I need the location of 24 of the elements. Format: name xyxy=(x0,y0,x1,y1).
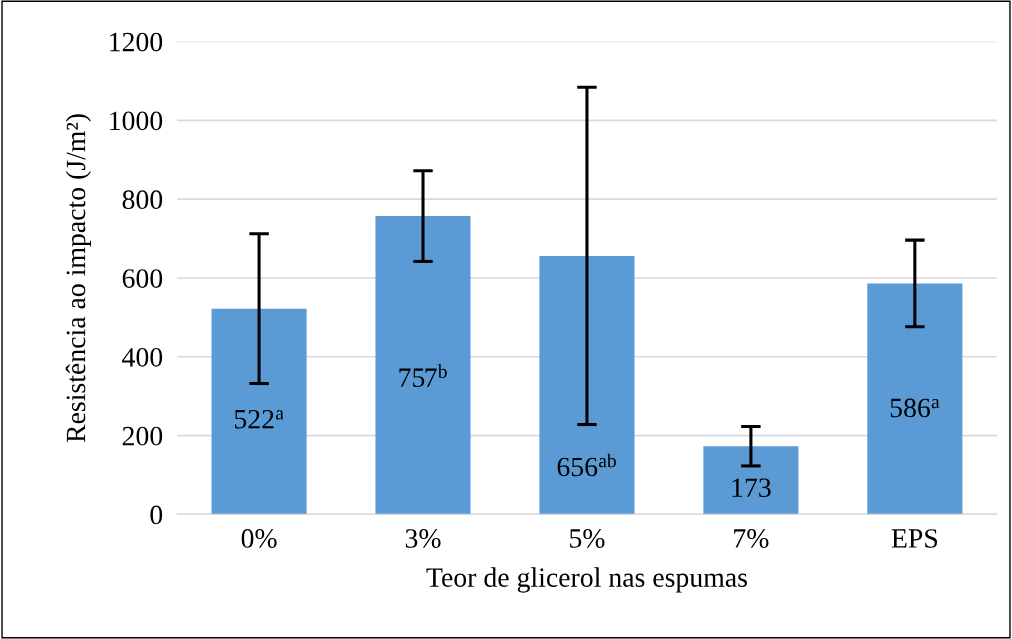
x-tick-label: EPS xyxy=(891,529,938,548)
y-tick-label: 600 xyxy=(122,269,163,288)
y-tick-label: 400 xyxy=(122,347,163,367)
y-tick-label: 1000 xyxy=(110,111,163,131)
bar xyxy=(375,216,471,515)
x-tick-label: 7% xyxy=(734,529,769,548)
data-label: 173 xyxy=(732,478,771,498)
x-tick-label: 5% xyxy=(570,529,605,548)
y-axis-title: Resistência ao impacto (J/m²) xyxy=(65,114,91,443)
y-tick-label: 200 xyxy=(122,426,163,446)
bar xyxy=(539,255,635,515)
bar xyxy=(211,308,307,515)
data-label: 522$^{a}$ xyxy=(234,409,284,429)
data-label: 757$^{b}$ xyxy=(399,364,447,388)
y-tick-label: 0 xyxy=(150,505,163,525)
bar xyxy=(867,283,963,515)
y-tick-label: 800 xyxy=(122,190,163,210)
x-axis-title: Teor de glicerol nas espumas xyxy=(426,567,747,593)
data-label: 656$^{ab}$ xyxy=(557,453,616,477)
x-tick-label: 0% xyxy=(241,529,277,548)
data-label: 586$^{a}$ xyxy=(890,398,940,418)
bar xyxy=(703,446,799,515)
y-tick-label: 1200 xyxy=(110,32,163,52)
x-tick-label: 3% xyxy=(405,529,441,548)
